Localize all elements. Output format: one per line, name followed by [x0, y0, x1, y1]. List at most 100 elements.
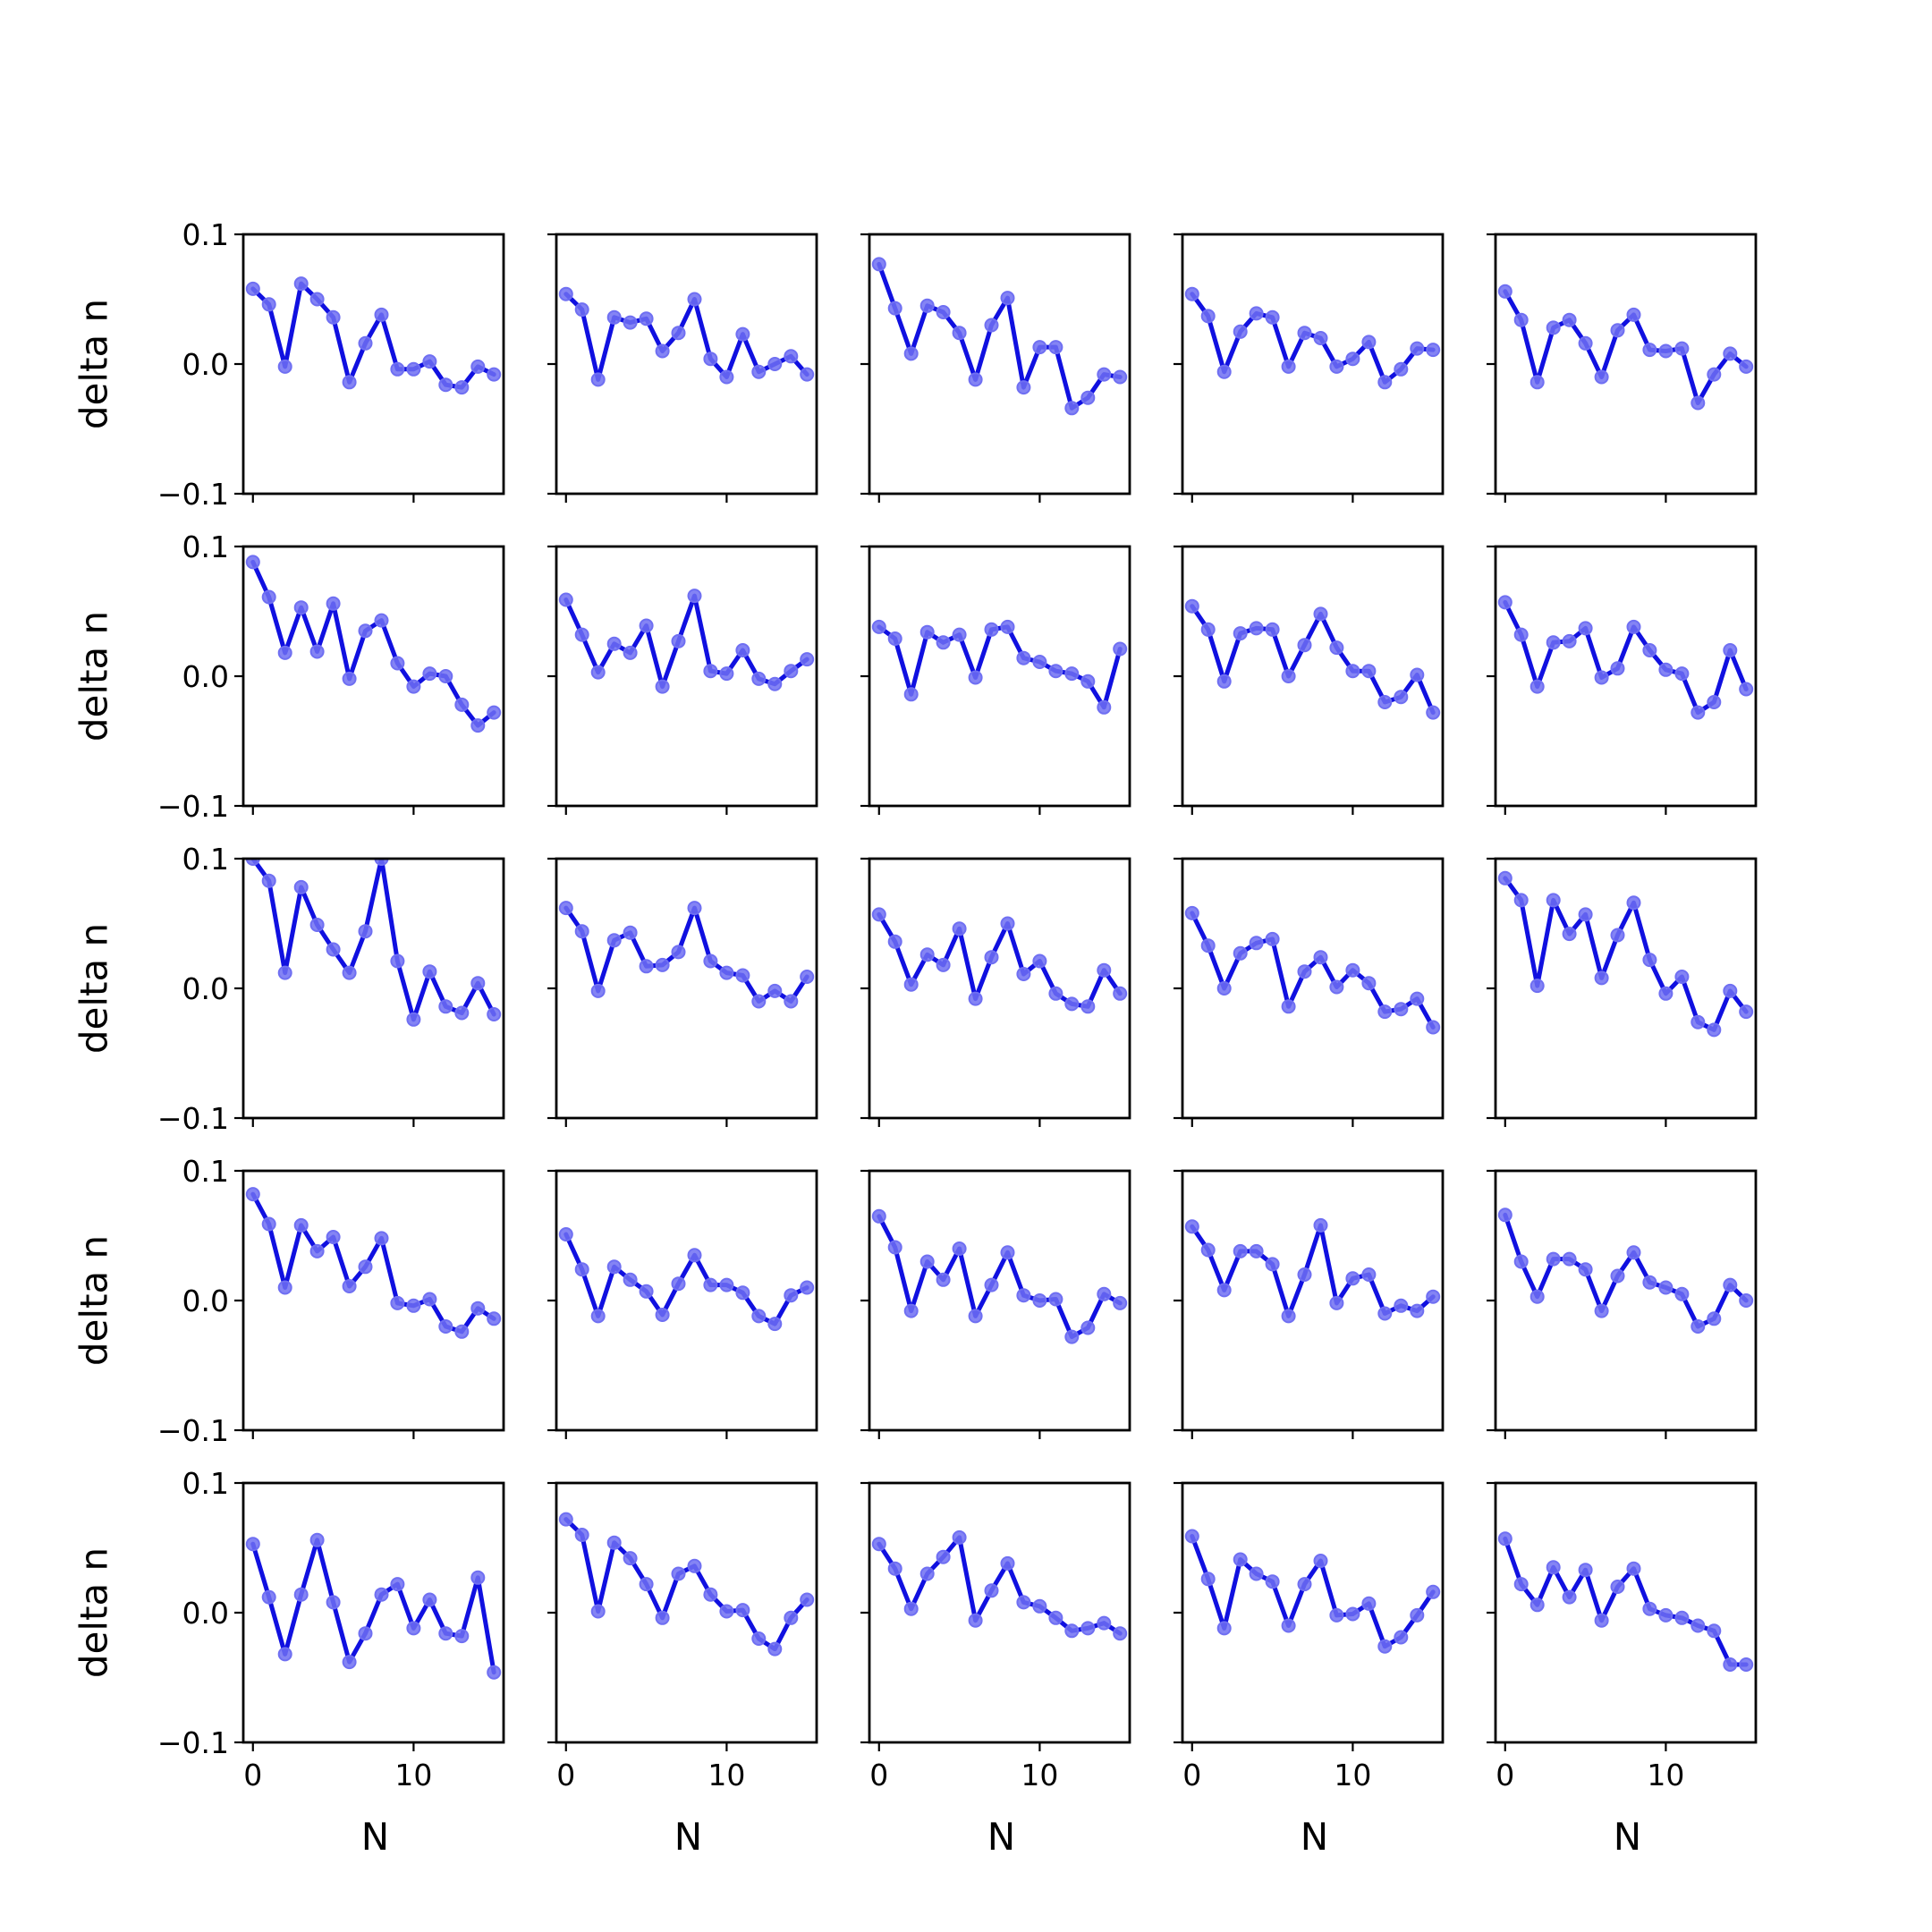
- data-point: [968, 1309, 983, 1324]
- panel-r1-c2: [547, 233, 818, 503]
- panel-r5-c3: 0 10N: [860, 1481, 1131, 1859]
- data-point: [1216, 364, 1232, 379]
- data-point: [984, 1277, 999, 1292]
- data-point: [735, 643, 750, 657]
- data-point: [1642, 1275, 1657, 1290]
- y-tick-label: 0.0: [182, 659, 229, 694]
- data-point: [1739, 1293, 1754, 1308]
- data-point: [1113, 1626, 1128, 1641]
- data-point: [1016, 650, 1031, 665]
- plot-area: [1184, 598, 1441, 720]
- data-point: [1610, 661, 1625, 676]
- data-point: [1674, 1610, 1690, 1625]
- data-point: [422, 666, 437, 682]
- data-point: [1064, 666, 1080, 682]
- data-point: [735, 1285, 750, 1301]
- data-point: [1426, 343, 1441, 358]
- series-line: [877, 624, 1123, 710]
- data-point: [800, 652, 815, 667]
- plot-area: [1184, 1217, 1441, 1324]
- data-point: [1200, 938, 1216, 953]
- plot-area: [871, 907, 1128, 1014]
- plot-area: [871, 257, 1128, 416]
- data-point: [687, 1558, 702, 1573]
- data-point: [454, 1005, 470, 1021]
- data-point: [1377, 1639, 1393, 1654]
- data-point: [703, 1277, 718, 1292]
- plot-area: [1497, 284, 1754, 411]
- data-point: [903, 687, 919, 702]
- data-point: [558, 901, 573, 916]
- x-tick-label: 0: [556, 1758, 575, 1792]
- data-point: [261, 1216, 276, 1232]
- data-point: [1658, 343, 1674, 359]
- data-point: [1513, 1254, 1529, 1269]
- data-point: [1345, 352, 1360, 367]
- data-point: [1097, 699, 1112, 715]
- data-point: [1562, 312, 1577, 327]
- data-point: [919, 1254, 935, 1269]
- data-point: [1016, 1595, 1031, 1610]
- x-axis-label: N: [987, 1815, 1015, 1859]
- data-point: [590, 1604, 606, 1619]
- data-point: [1626, 1245, 1641, 1260]
- x-tick-label: 0: [1496, 1758, 1514, 1792]
- data-point: [277, 645, 292, 660]
- data-point: [1497, 284, 1513, 299]
- data-point: [1361, 1596, 1377, 1611]
- data-point: [871, 1208, 886, 1224]
- data-point: [1707, 1311, 1722, 1326]
- data-point: [245, 281, 260, 296]
- data-point: [558, 592, 573, 607]
- plot-area: [558, 1512, 815, 1657]
- y-tick-label: −0.1: [157, 1413, 229, 1448]
- data-point: [1032, 1598, 1047, 1614]
- series-line: [1190, 292, 1436, 385]
- data-point: [1032, 655, 1047, 669]
- y-axis-label: delta n: [72, 1547, 116, 1678]
- data-point: [1497, 1531, 1513, 1546]
- data-point: [1216, 1283, 1232, 1298]
- series-line: [877, 1214, 1123, 1340]
- data-point: [1610, 323, 1625, 338]
- data-point: [438, 1626, 453, 1641]
- data-point: [1642, 343, 1657, 358]
- data-point: [1546, 1560, 1561, 1575]
- data-point: [800, 1280, 815, 1295]
- data-point: [800, 367, 815, 382]
- data-point: [1233, 626, 1248, 641]
- data-point: [767, 1317, 783, 1332]
- data-point: [1594, 369, 1609, 385]
- data-point: [623, 1551, 638, 1566]
- data-point: [1080, 1320, 1096, 1335]
- data-point: [1184, 905, 1199, 920]
- data-point: [887, 1240, 902, 1255]
- panel-r4-c2: [547, 1169, 818, 1439]
- data-point: [1674, 666, 1690, 682]
- series-line: [564, 1232, 809, 1326]
- data-point: [1690, 1319, 1706, 1334]
- data-point: [1394, 1298, 1409, 1313]
- data-point: [1297, 964, 1312, 979]
- data-point: [1184, 286, 1199, 301]
- y-tick-label: 0.0: [182, 1284, 229, 1318]
- data-point: [1707, 1022, 1722, 1038]
- series-line: [1190, 911, 1436, 1030]
- data-point: [1345, 1271, 1360, 1286]
- data-point: [1530, 1289, 1545, 1304]
- data-point: [1048, 1610, 1063, 1625]
- axes-frame: [868, 233, 1131, 496]
- data-point: [735, 968, 750, 983]
- data-point: [1626, 619, 1641, 634]
- data-point: [358, 335, 373, 351]
- data-point: [574, 924, 589, 939]
- data-point: [984, 1583, 999, 1598]
- data-point: [1578, 907, 1593, 922]
- series-line: [564, 292, 809, 382]
- series-line: [564, 593, 809, 690]
- data-point: [719, 666, 734, 682]
- data-point: [1626, 1561, 1641, 1576]
- panel-r1-c4: [1174, 233, 1445, 503]
- data-point: [1739, 359, 1754, 374]
- data-point: [1000, 1245, 1015, 1260]
